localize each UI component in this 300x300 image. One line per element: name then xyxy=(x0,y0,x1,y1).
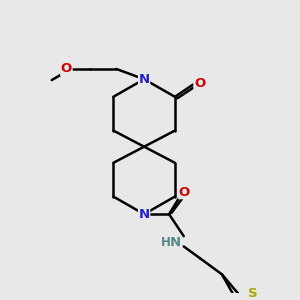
Text: O: O xyxy=(61,62,72,75)
Text: H: H xyxy=(160,236,170,249)
Text: O: O xyxy=(179,186,190,199)
Text: S: S xyxy=(248,287,258,300)
Text: N: N xyxy=(139,73,150,86)
Text: N: N xyxy=(139,208,150,221)
Text: O: O xyxy=(194,76,205,89)
Text: N: N xyxy=(170,236,181,249)
